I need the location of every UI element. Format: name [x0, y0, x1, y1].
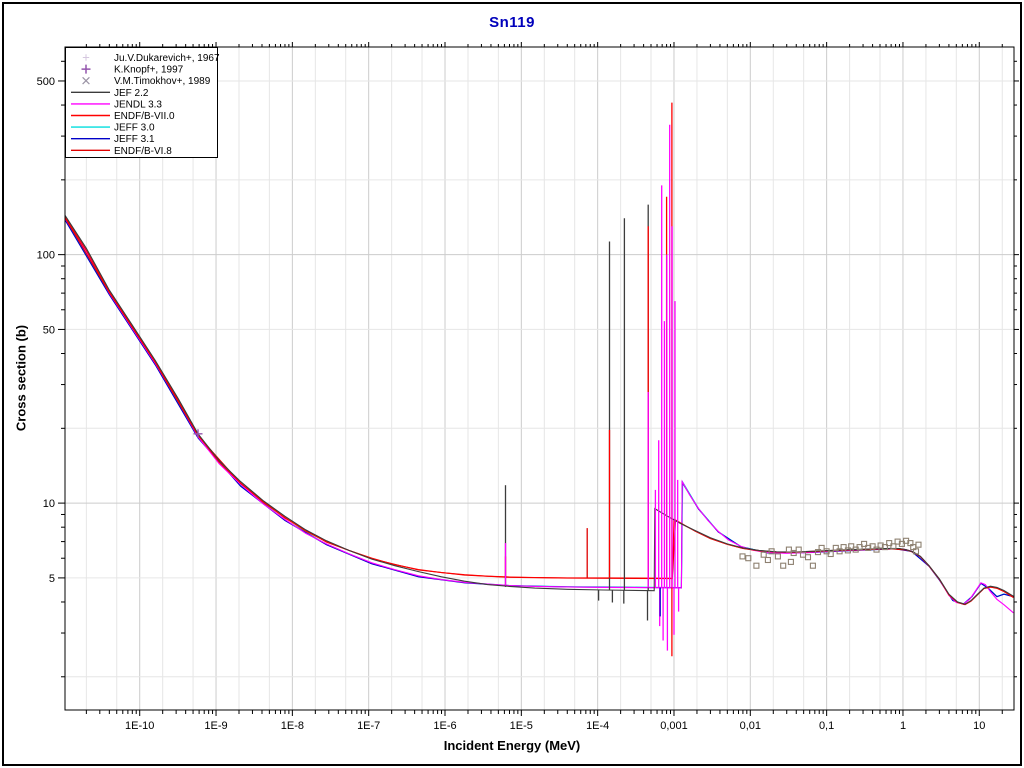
x-tick-label: 1E-6	[433, 720, 456, 732]
data-point-square	[844, 547, 851, 554]
data-point-square	[873, 546, 880, 553]
data-point-square	[890, 543, 897, 550]
data-point-square	[760, 551, 767, 558]
legend-entry: JEFF 3.0	[71, 123, 155, 134]
x-tick-label: 1	[900, 720, 906, 732]
data-point-square	[739, 553, 746, 560]
x-tick-label: 10	[973, 720, 985, 732]
legend-entry-label: JEFF 3.1	[114, 134, 155, 145]
legend-cross-marker-icon	[82, 76, 90, 85]
plot-area[interactable]	[65, 47, 1014, 710]
legend-plus-marker-icon	[82, 54, 90, 61]
x-tick-label: 0,001	[660, 720, 688, 732]
y-tick-label: 50	[43, 324, 55, 336]
data-point-square	[785, 546, 792, 553]
y-tick-label: 5	[49, 573, 55, 585]
legend-entry: JEF 2.2	[71, 88, 149, 99]
legend-entry: ENDF/B-VII.0	[71, 111, 175, 122]
data-point-square	[809, 562, 816, 569]
y-tick-label: 10	[43, 498, 55, 510]
data-point-square	[753, 562, 760, 569]
series-jef-2-2	[65, 215, 1014, 605]
data-point-square	[840, 544, 847, 551]
data-point-square	[795, 546, 802, 553]
legend-entry: ENDF/B-VI.8	[71, 146, 172, 157]
x-tick-label: 1E-7	[357, 720, 380, 732]
x-tick-label: 1E-4	[586, 720, 609, 732]
x-tick-label: 0,01	[740, 720, 761, 732]
data-point-square	[856, 544, 863, 551]
data-point-square	[886, 540, 893, 547]
data-point-square	[745, 555, 752, 562]
x-tick-label: 1E-10	[125, 720, 154, 732]
legend-entry: JENDL 3.3	[71, 99, 162, 110]
tick-labels: 1E-10 1E-9 1E-8 1E-7 1E-6 1E-5 1E-4 0,001 0,01 0,…	[37, 76, 986, 732]
legend-entry-label: JEFF 3.0	[114, 123, 155, 134]
data-point-square	[861, 540, 868, 547]
legend-entry-label: ENDF/B-VI.8	[114, 146, 172, 157]
chart-title: Sn119	[489, 14, 535, 31]
data-point-square	[912, 548, 920, 555]
legend-entry-label: K.Knopf+, 1997	[114, 65, 184, 76]
data-point-plus	[193, 429, 203, 439]
data-point-square	[790, 549, 797, 557]
data-point-square	[877, 542, 884, 549]
legend-entry: K.Knopf+, 1997	[81, 64, 184, 76]
data-point-square	[865, 544, 872, 551]
gridlines	[65, 47, 1014, 710]
legend-entry-label: JENDL 3.3	[114, 99, 162, 110]
legend-entry-label: Ju.V.Dukarevich+, 1967	[114, 53, 220, 64]
data-point-square	[804, 554, 812, 561]
data-point-square	[818, 544, 825, 551]
y-axis-title: Cross section (b)	[13, 324, 29, 432]
x-tick-label: 1E-5	[510, 720, 533, 732]
scatter-ju-v-dukarevich-1967	[739, 537, 922, 569]
y-tick-label: 100	[37, 250, 55, 262]
legend-entry-label: JEF 2.2	[114, 88, 149, 99]
data-point-square	[915, 541, 922, 548]
data-point-square	[768, 548, 775, 555]
plot-frame	[64, 46, 1015, 711]
experimental-points	[193, 429, 922, 569]
data-point-square	[832, 544, 839, 551]
series-jendl-3-3	[65, 218, 1014, 614]
x-axis-title: Incident Energy (MeV)	[443, 738, 581, 753]
legend-entry: Ju.V.Dukarevich+, 1967	[82, 53, 220, 64]
x-tick-label: 0,1	[819, 720, 834, 732]
x-tick-label: 1E-9	[204, 720, 227, 732]
data-point-square	[774, 553, 781, 560]
legend-entry: JEFF 3.1	[71, 134, 155, 145]
legend-entry: V.M.Timokhov+, 1989	[82, 76, 211, 87]
legend-entry-label: V.M.Timokhov+, 1989	[114, 76, 211, 87]
data-point-square	[848, 543, 855, 550]
data-point-square	[814, 549, 822, 556]
data-point-square	[780, 562, 787, 569]
data-point-square	[836, 548, 843, 555]
data-point-square	[881, 544, 888, 551]
data-point-square	[827, 550, 834, 558]
curves	[65, 102, 1014, 657]
data-point-square	[764, 556, 771, 564]
y-tick-label: 500	[37, 76, 55, 88]
scatter-k-knopf-1997	[193, 429, 203, 439]
legend-plus-marker-icon	[81, 64, 91, 74]
data-point-square	[869, 543, 876, 550]
data-point-square	[898, 540, 905, 547]
legend-entry-label: ENDF/B-VII.0	[114, 111, 175, 122]
x-tick-label: 1E-8	[281, 720, 304, 732]
data-point-square	[787, 558, 794, 565]
